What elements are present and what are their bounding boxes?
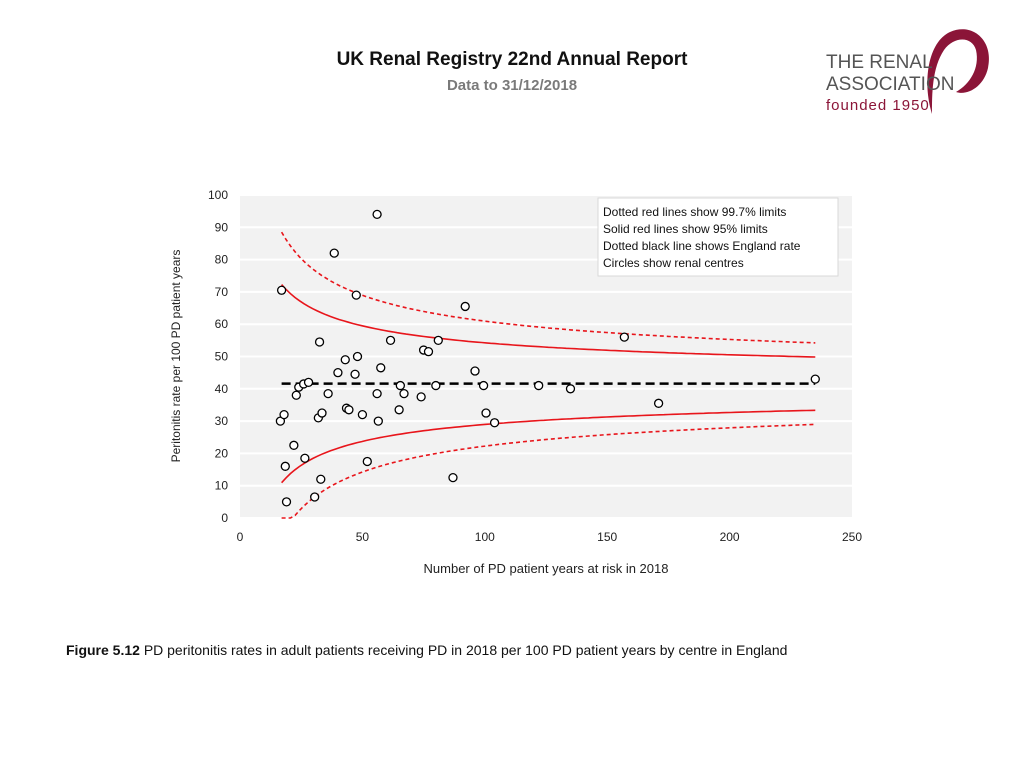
- renal-centre-point: [478, 380, 489, 391]
- renal-centre-point: [565, 384, 576, 394]
- x-tick-label: 100: [475, 530, 495, 544]
- y-tick-label: 30: [215, 414, 229, 428]
- renal-centre-point: [372, 388, 382, 399]
- lower-99-7-limit-line: [281, 423, 816, 519]
- logo-swoosh-icon: [927, 29, 990, 114]
- renal-centre-point: [534, 380, 544, 391]
- renal-centre-point: [351, 290, 361, 300]
- renal-centre-point: [481, 408, 491, 418]
- logo-line3: founded 1950: [826, 97, 930, 114]
- renal-centre-point: [433, 335, 443, 346]
- y-tick-label: 100: [208, 188, 228, 202]
- renal-centre-point: [352, 351, 363, 362]
- renal-centre-point: [333, 367, 343, 378]
- renal-centre-point: [416, 392, 426, 402]
- renal-centre-point: [395, 380, 405, 391]
- renal-centre-point: [362, 456, 372, 467]
- figure-label: Figure 5.12: [66, 642, 140, 658]
- y-tick-label: 80: [215, 253, 229, 267]
- renal-centre-point: [279, 409, 289, 420]
- renal-centre-point: [399, 388, 409, 399]
- page-title: UK Renal Registry 22nd Annual Report: [336, 49, 688, 70]
- renal-centre-point: [619, 332, 629, 342]
- x-tick-label: 200: [720, 530, 740, 544]
- renal-centre-point: [489, 418, 500, 428]
- peritonitis-funnel-chart: 0 10 20 30 40 50 60 70 80 90 100 0 50 100 150 200 250 D…: [169, 188, 862, 576]
- x-axis-label: Number of PD patient years at risk in 20…: [424, 561, 669, 576]
- renal-centre-point: [385, 335, 396, 346]
- renal-centre-point: [357, 409, 368, 420]
- renal-centre-point: [394, 405, 404, 415]
- x-tick-label: 0: [237, 530, 244, 544]
- x-tick-label: 250: [842, 530, 862, 544]
- renal-centre-point: [280, 461, 290, 471]
- x-tick-label: 150: [597, 530, 617, 544]
- legend-box: [597, 197, 839, 277]
- renal-centre-point: [448, 472, 458, 483]
- lower-95-limit-line: [281, 409, 816, 484]
- renal-centre-point: [423, 347, 434, 357]
- renal-centre-point: [344, 405, 354, 415]
- renal-centre-point: [310, 492, 320, 502]
- legend-entry: Dotted red lines show 99.7% limits: [603, 205, 786, 219]
- y-tick-label: 60: [215, 317, 229, 331]
- renal-centre-point: [470, 366, 480, 376]
- renal-centre-point: [460, 301, 470, 312]
- x-tick-label: 50: [356, 530, 370, 544]
- figure-caption: Figure 5.12 PD peritonitis rates in adul…: [66, 642, 787, 658]
- renal-centre-point: [653, 398, 664, 408]
- renal-centre-point: [276, 285, 287, 295]
- legend-entry: Dotted black line shows England rate: [603, 239, 801, 253]
- figure-description: PD peritonitis rates in adult patients r…: [143, 642, 788, 658]
- page-subtitle: Data to 31/12/2018: [446, 77, 578, 94]
- legend-entry: Circles show renal centres: [603, 256, 744, 270]
- renal-centre-point: [291, 390, 301, 400]
- upper-99-7-limit-line: [280, 231, 816, 344]
- renal-centre-point: [810, 374, 820, 384]
- renal-centre-point: [323, 388, 333, 399]
- renal-centre-point: [329, 248, 339, 258]
- renal-association-logo: THE RENAL ASSOCIATION founded 1950: [826, 29, 990, 114]
- renal-centre-point: [373, 416, 383, 426]
- logo-line2: ASSOCIATION: [826, 74, 954, 95]
- renal-centre-point: [317, 408, 327, 418]
- renal-centre-point: [281, 497, 292, 507]
- logo-line1: THE RENAL: [826, 52, 933, 73]
- renal-centre-point: [431, 380, 441, 391]
- renal-centre-point: [376, 363, 386, 373]
- y-tick-label: 20: [215, 446, 229, 460]
- renal-centre-point: [300, 453, 310, 463]
- legend-entry: Solid red lines show 95% limits: [603, 222, 768, 236]
- y-tick-label: 0: [221, 511, 228, 525]
- y-axis-label: Peritonitis rate per 100 PD patient year…: [169, 250, 183, 463]
- y-tick-label: 90: [215, 220, 229, 234]
- renal-centre-point: [340, 355, 350, 365]
- y-tick-label: 10: [215, 479, 229, 493]
- renal-centre-point: [350, 369, 360, 379]
- renal-centre-point: [303, 377, 314, 387]
- renal-centre-point: [289, 440, 299, 450]
- y-tick-label: 40: [215, 382, 229, 396]
- y-tick-label: 50: [215, 350, 229, 364]
- renal-centre-point: [316, 474, 326, 484]
- renal-centre-point: [314, 337, 325, 347]
- renal-centre-point: [372, 209, 382, 220]
- upper-95-limit-line: [281, 284, 816, 358]
- y-tick-label: 70: [215, 285, 229, 299]
